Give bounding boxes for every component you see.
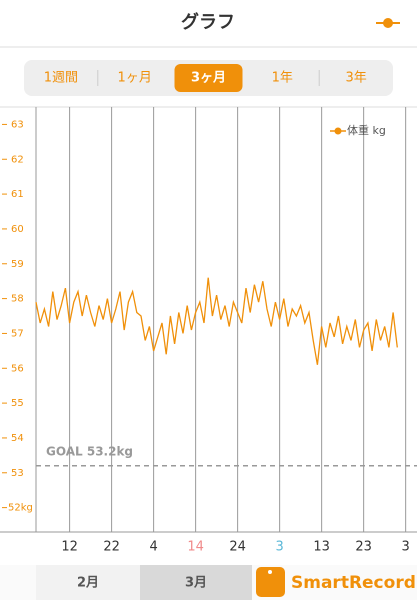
month-tab[interactable]: 2月 xyxy=(77,576,99,591)
goal-label: GOAL 53.2kg xyxy=(46,444,133,458)
x-tick-label: 12 xyxy=(61,540,78,555)
y-tick-label: 63 xyxy=(11,119,24,130)
brand-name: SmartRecord xyxy=(291,573,416,593)
x-tick-label: 24 xyxy=(229,540,246,555)
y-tick-label: 58 xyxy=(11,294,24,305)
tab[interactable]: 3年 xyxy=(345,71,366,86)
y-tick-label: 55 xyxy=(11,398,24,409)
x-tick-label: 3 xyxy=(402,540,410,555)
y-tick-label: 53 xyxy=(11,468,24,479)
y-tick-label: 56 xyxy=(11,363,24,374)
brand-icon-dot xyxy=(268,570,272,574)
tab[interactable]: 1年 xyxy=(272,71,293,86)
tab-selected-bg[interactable] xyxy=(174,64,243,92)
legend-label: 体重 kg xyxy=(347,123,386,137)
tab[interactable]: 1ヶ月 xyxy=(118,71,152,86)
tab[interactable]: 1週間 xyxy=(44,71,78,86)
x-tick-label: 14 xyxy=(187,540,204,555)
y-tick-label: 62 xyxy=(11,154,24,165)
y-tick-label: 60 xyxy=(11,224,24,235)
month-tab-bg[interactable] xyxy=(36,565,140,600)
chart-area xyxy=(0,107,417,532)
y-tick-label: 54 xyxy=(11,433,24,444)
month-tab[interactable]: 3月 xyxy=(185,576,207,591)
y-tick-label: 57 xyxy=(11,328,24,339)
x-tick-label: 3 xyxy=(275,540,283,555)
y-tick-label: 59 xyxy=(11,259,24,270)
brand-icon xyxy=(256,567,285,597)
toggle-icon[interactable] xyxy=(376,18,400,28)
month-tab-bg[interactable] xyxy=(140,565,252,600)
legend-dot xyxy=(334,127,342,135)
y-tick-label: 52kg xyxy=(8,503,33,514)
data-line xyxy=(35,277,398,365)
y-tick-label: 61 xyxy=(11,189,24,200)
page-title: グラフ xyxy=(181,11,235,33)
x-tick-label: 22 xyxy=(103,540,120,555)
x-tick-label: 13 xyxy=(313,540,330,555)
tab[interactable]: 3ヶ月 xyxy=(191,71,226,86)
x-tick-label: 4 xyxy=(149,540,157,555)
x-tick-label: 23 xyxy=(355,540,372,555)
